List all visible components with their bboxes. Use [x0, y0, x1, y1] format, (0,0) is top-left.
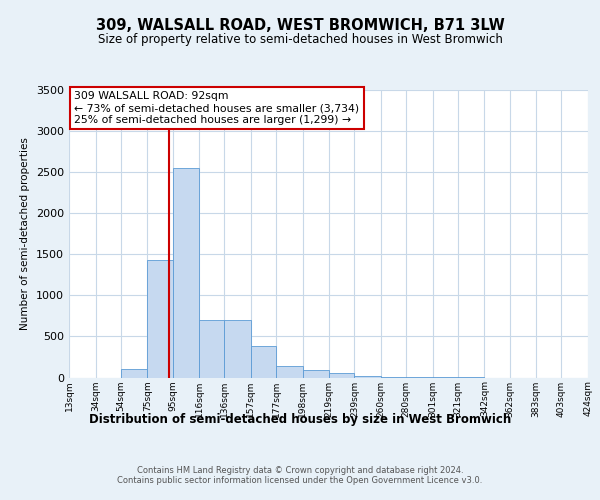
Bar — [121, 370, 147, 378]
Text: Contains HM Land Registry data © Crown copyright and database right 2024.: Contains HM Land Registry data © Crown c… — [137, 466, 463, 475]
Bar — [173, 168, 199, 378]
Text: Size of property relative to semi-detached houses in West Bromwich: Size of property relative to semi-detach… — [98, 32, 502, 46]
Bar — [251, 346, 276, 378]
Bar — [199, 320, 224, 378]
Text: Distribution of semi-detached houses by size in West Bromwich: Distribution of semi-detached houses by … — [89, 412, 511, 426]
Y-axis label: Number of semi-detached properties: Number of semi-detached properties — [20, 138, 31, 330]
Text: 309, WALSALL ROAD, WEST BROMWICH, B71 3LW: 309, WALSALL ROAD, WEST BROMWICH, B71 3L… — [95, 18, 505, 32]
Bar — [329, 374, 355, 378]
Bar — [302, 370, 329, 378]
Bar — [224, 320, 251, 378]
Bar — [276, 366, 302, 378]
Bar — [355, 376, 381, 378]
Text: 309 WALSALL ROAD: 92sqm
← 73% of semi-detached houses are smaller (3,734)
25% of: 309 WALSALL ROAD: 92sqm ← 73% of semi-de… — [74, 92, 359, 124]
Bar — [147, 260, 173, 378]
Text: Contains public sector information licensed under the Open Government Licence v3: Contains public sector information licen… — [118, 476, 482, 485]
